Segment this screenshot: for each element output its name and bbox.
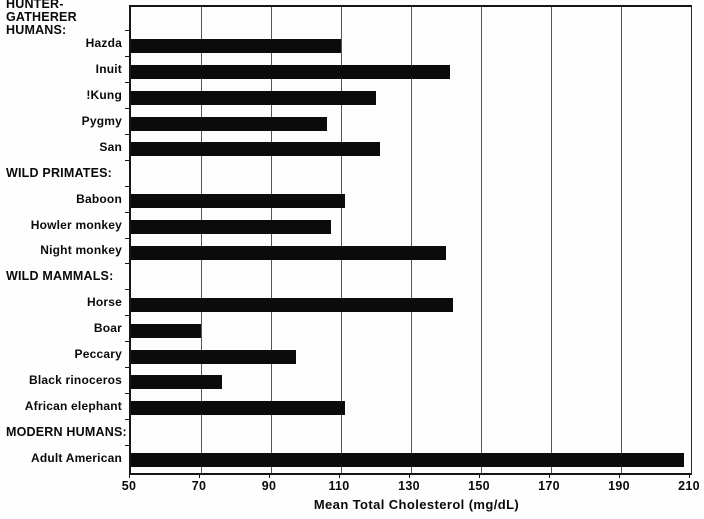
y-tick-mark [125,185,129,187]
bar-kung [131,90,376,105]
x-tick-mark-70 [199,473,200,478]
gridline-190 [620,7,622,473]
x-tick-label-210: 210 [678,479,700,493]
row-label-adult-american: Adult American [30,450,122,465]
x-tick-label-170: 170 [538,479,560,493]
gridline-110 [340,7,342,473]
row-label-peccary: Peccary [74,346,122,361]
y-tick-mark [125,133,129,135]
x-tick-label-50: 50 [121,479,137,493]
y-tick-mark [125,418,129,420]
bar-adult-american [131,453,684,468]
row-label-baboon: Baboon [76,191,122,206]
row-label-hazda: Hazda [85,36,122,51]
x-axis-title: Mean Total Cholesterol (mg/dL) [313,497,520,512]
x-tick-mark-110 [339,473,340,478]
x-tick-mark-150 [479,473,480,478]
bar-boar [131,323,201,338]
y-tick-mark [125,366,129,368]
group-label-modern-humans: MODERN HUMANS: [6,424,127,439]
bar-pygmy [131,116,327,131]
x-tick-mark-190 [619,473,620,478]
row-label-boar: Boar [93,321,122,336]
y-tick-mark [125,392,129,394]
x-tick-label-90: 90 [261,479,277,493]
x-tick-mark-130 [409,473,410,478]
row-label-kung: !Kung [86,88,122,103]
x-tick-mark-50 [129,473,130,478]
x-tick-mark-210 [689,473,690,478]
y-tick-mark [125,237,129,239]
bar-black-rinoceros [131,375,222,390]
bar-inuit [131,64,450,79]
x-axis: 50 70 90 110 130 150 170 190 210 [122,473,700,519]
y-tick-mark [125,289,129,291]
gridline-170 [550,7,552,473]
row-label-black-rinoceros: Black rinoceros [28,372,122,387]
y-tick-mark [125,159,129,161]
category-labels-column: HUNTER-GATHERER HUMANS: Hazda Inuit !Kung Py… [0,0,129,471]
group-label-hunter-gatherer-humans: HUNTER-GATHERER HUMANS: [6,0,77,38]
x-tick-label-130: 130 [398,479,420,493]
row-label-inuit: Inuit [95,62,122,77]
group-label-wild-primates: WILD PRIMATES: [6,165,113,180]
x-tick-label-150: 150 [468,479,490,493]
x-tick-mark-90 [269,473,270,478]
x-tick-mark-170 [549,473,550,478]
bar-african-elephant [131,401,345,416]
bar-howler-monkey [131,220,331,235]
x-tick-label-110: 110 [328,479,350,493]
row-label-african-elephant: African elephant [24,398,122,413]
bar-night-monkey [131,245,446,260]
row-label-pygmy: Pygmy [81,113,122,128]
gridline-130 [410,7,412,473]
row-label-howler-monkey: Howler monkey [30,217,122,232]
row-label-san: San [99,139,122,154]
bar-san [131,142,380,157]
y-tick-mark [125,341,129,343]
bar-peccary [131,349,296,364]
y-tick-mark [125,315,129,317]
y-tick-mark [125,444,129,446]
group-label-wild-mammals: WILD MAMMALS: [6,269,114,284]
y-tick-mark [125,108,129,110]
y-tick-mark [125,56,129,58]
gridline-90 [270,7,272,473]
y-tick-mark [125,211,129,213]
gridline-150 [480,7,482,473]
bar-baboon [131,194,345,209]
y-tick-mark [125,263,129,265]
x-tick-label-190: 190 [608,479,630,493]
bar-hazda [131,38,341,53]
row-label-horse: Horse [86,295,122,310]
y-tick-mark [125,30,129,32]
y-tick-mark [125,82,129,84]
bar-horse [131,297,453,312]
x-tick-label-70: 70 [191,479,207,493]
plot-area [129,5,692,475]
row-label-night-monkey: Night monkey [40,243,122,258]
gridline-70 [200,7,202,473]
